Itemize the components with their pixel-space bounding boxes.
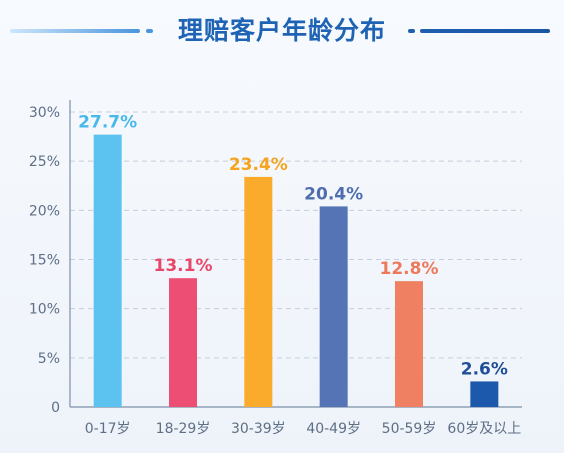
y-tick-label: 20% — [29, 203, 60, 219]
y-tick-label: 5% — [38, 351, 60, 367]
bar — [319, 206, 348, 407]
x-tick-label: 0-17岁 — [85, 421, 131, 437]
bar — [169, 278, 197, 407]
x-tick-label: 50-59岁 — [382, 421, 437, 437]
data-label: 27.7% — [78, 113, 137, 133]
title-left-line — [10, 29, 140, 33]
data-label: 23.4% — [229, 155, 288, 175]
y-tick-label: 10% — [29, 302, 60, 318]
bar — [470, 381, 499, 407]
x-tick-label: 30-39岁 — [231, 421, 286, 437]
data-label: 12.8% — [380, 259, 439, 279]
bar — [244, 176, 273, 407]
x-tick-label: 60岁及以上 — [447, 421, 521, 437]
data-label: 13.1% — [154, 256, 213, 276]
bar — [93, 134, 122, 407]
data-label: 2.6% — [461, 359, 508, 379]
y-tick-label: 0 — [51, 400, 60, 416]
x-tick-label: 18-29岁 — [156, 421, 211, 437]
title-right-dot — [408, 29, 415, 33]
data-label: 20.4% — [304, 184, 363, 204]
bar — [395, 281, 423, 407]
chart-title: 理赔客户年龄分布 — [177, 16, 386, 45]
y-tick-label: 30% — [29, 105, 60, 121]
title-right-line — [420, 29, 550, 33]
x-tick-label: 40-49岁 — [306, 421, 361, 437]
y-tick-label: 15% — [29, 253, 60, 269]
y-tick-label: 25% — [29, 154, 60, 170]
title-bar: 理赔客户年龄分布 — [0, 0, 564, 60]
title-left-dot — [146, 29, 153, 33]
